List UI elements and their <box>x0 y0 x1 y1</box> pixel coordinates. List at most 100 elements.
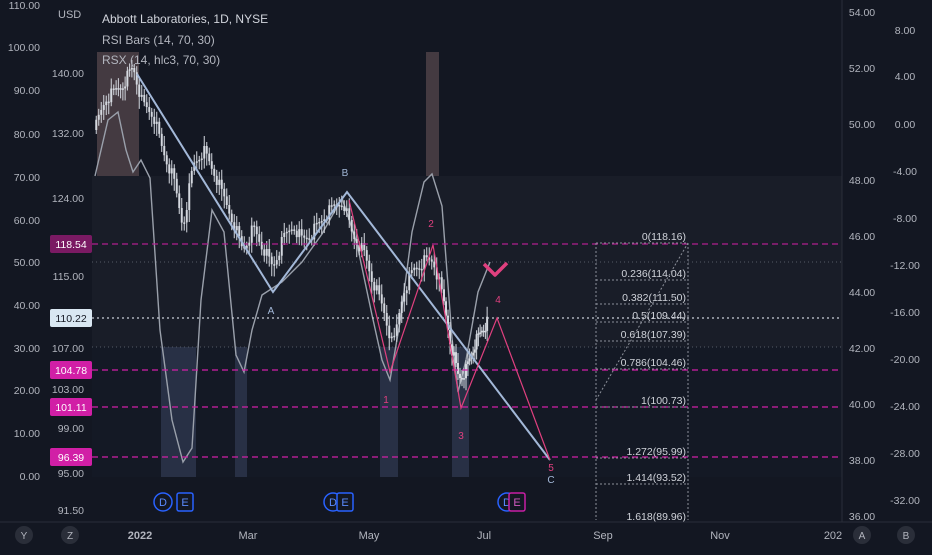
event-marker-d[interactable]: D <box>153 492 173 512</box>
time-axis-tick: 202 <box>824 530 842 542</box>
candle-body <box>210 161 213 169</box>
candle-body <box>203 146 206 159</box>
candle-body <box>413 267 416 271</box>
candle-body <box>428 257 431 260</box>
left-outer-tick: 40.00 <box>14 300 40 312</box>
scale-button-label: Y <box>21 531 28 542</box>
candle-body <box>305 237 308 240</box>
candle-body <box>343 206 346 211</box>
candle-body <box>315 222 318 225</box>
candle-body <box>145 102 148 108</box>
wave-label-2: 2 <box>428 219 434 230</box>
candle-body <box>360 243 363 252</box>
indicator-legend-rsi-bars[interactable]: RSI Bars (14, 70, 30) <box>102 33 215 47</box>
candle-body <box>278 255 281 261</box>
candle-body <box>126 70 129 87</box>
candle-body <box>398 313 401 325</box>
price-badge[interactable]: 101.11 <box>50 398 92 416</box>
elliott-wave-abc[interactable] <box>136 73 551 461</box>
candle-body <box>173 168 176 179</box>
price-badge[interactable]: 110.22 <box>50 309 92 327</box>
fib-level-label: 0.786(104.46) <box>621 357 686 369</box>
price-badge-bg <box>50 309 92 327</box>
price-badge[interactable]: 104.78 <box>50 361 92 379</box>
candle-body <box>410 270 413 274</box>
left-price-tick: 103.00 <box>52 384 84 396</box>
candle-body <box>457 363 459 374</box>
price-badge-bg <box>50 361 92 379</box>
candle-body <box>220 179 223 189</box>
candle-body <box>350 219 353 232</box>
candle-body <box>110 88 113 103</box>
candle-body <box>393 335 396 338</box>
right-axis-2-tick: -4.00 <box>893 166 917 178</box>
candle-body <box>408 273 411 291</box>
indicator-legend-rsx[interactable]: RSX (14, hlc3, 70, 30) <box>102 53 221 67</box>
right-axis-1-tick: 48.00 <box>849 175 875 187</box>
candle-body <box>135 72 138 85</box>
candle-body <box>363 243 366 251</box>
candle-body <box>133 68 136 73</box>
left-outer-tick: 10.00 <box>14 428 40 440</box>
price-badge-bg <box>50 235 92 253</box>
price-badge[interactable]: 118.54 <box>50 235 92 253</box>
scale-button-y[interactable]: Y <box>15 526 33 544</box>
candle-body <box>330 205 333 207</box>
candle-body <box>405 290 408 294</box>
candle-body <box>273 264 276 266</box>
event-marker-e[interactable]: E <box>336 492 354 512</box>
right-axis-2-tick: -32.00 <box>890 495 920 507</box>
candle-body <box>183 222 186 224</box>
candle-body <box>482 330 485 333</box>
candle-body <box>233 222 236 231</box>
left-price-tick: 132.00 <box>52 128 84 140</box>
candle-body <box>100 109 103 115</box>
candle-body <box>320 221 323 223</box>
candle-body <box>400 301 403 313</box>
candle-body <box>333 204 336 206</box>
candle-body <box>200 158 203 160</box>
scale-button-a[interactable]: A <box>853 526 871 544</box>
candle-body <box>165 155 168 165</box>
candle-body <box>268 249 271 257</box>
candle-body <box>112 88 115 90</box>
candle-body <box>190 170 193 184</box>
candle-body <box>443 289 445 302</box>
rsx-line <box>94 110 491 464</box>
event-marker-e[interactable]: E <box>508 492 526 512</box>
candles-group <box>95 60 489 391</box>
candle-body <box>160 133 163 146</box>
wave-label-a: A <box>268 306 275 317</box>
candle-body <box>473 349 476 353</box>
right-axis-2-tick: -28.00 <box>890 448 920 460</box>
event-marker-e[interactable]: E <box>176 492 194 512</box>
candle-body <box>298 229 301 238</box>
elliott-wave-12345[interactable] <box>348 199 551 461</box>
scale-button-bg <box>897 526 915 544</box>
candle-body <box>238 226 241 237</box>
candle-body <box>138 84 141 97</box>
candle-body <box>420 268 423 271</box>
candle-body <box>223 188 226 197</box>
price-badge[interactable]: 96.39 <box>50 448 92 466</box>
price-badge-label: 96.39 <box>58 452 84 464</box>
candle-body <box>480 330 483 333</box>
candle-body <box>290 229 293 231</box>
candle-body <box>370 271 373 282</box>
candle-body <box>124 86 127 89</box>
fibonacci-tool[interactable]: 0(118.16) 0.236(114.04) 0.382(111.50) 0.5(1… <box>595 231 689 524</box>
candle-body <box>280 237 283 256</box>
candle-body <box>425 255 428 258</box>
left-price-tick: 99.00 <box>58 423 84 435</box>
candle-body <box>185 210 188 223</box>
scale-button-z[interactable]: Z <box>61 526 79 544</box>
candle-body <box>451 344 453 356</box>
right-axis-2-tick: -20.00 <box>890 354 920 366</box>
rsi-zone-bar <box>161 347 196 477</box>
time-axis[interactable] <box>0 522 932 550</box>
candle-body <box>255 226 258 235</box>
candle-body <box>484 330 487 333</box>
scale-button-b[interactable]: B <box>897 526 915 544</box>
